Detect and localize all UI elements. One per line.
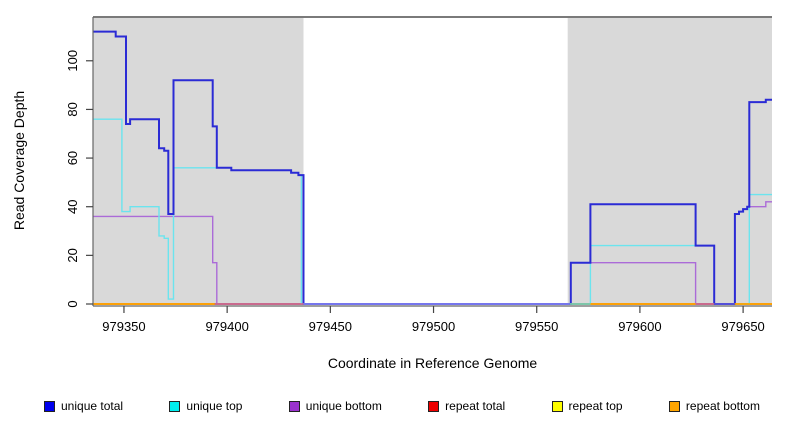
legend-swatch	[428, 400, 440, 412]
legend-label: unique bottom	[305, 399, 382, 413]
x-tick-label: 979550	[515, 319, 558, 334]
y-tick-label: 0	[65, 300, 80, 307]
legend-swatch	[44, 400, 55, 412]
legend: unique total unique top unique bottom repea…	[44, 399, 760, 413]
shaded-region	[93, 17, 304, 305]
legend-swatch	[551, 400, 563, 412]
legend-swatch	[169, 400, 181, 412]
y-tick-label: 20	[65, 248, 80, 262]
legend-label: repeat top	[568, 399, 623, 413]
x-tick-label: 979650	[721, 319, 764, 334]
legend-item-repeat-total: repeat total	[428, 399, 505, 413]
x-tick-label: 979600	[618, 319, 661, 334]
x-tick-label: 979450	[309, 319, 352, 334]
x-tick-label: 979350	[102, 319, 145, 334]
x-axis-title: Coordinate in Reference Genome	[328, 355, 538, 371]
legend-item-unique-bottom: unique bottom	[288, 399, 382, 413]
y-tick-label: 100	[65, 50, 80, 72]
legend-label: unique top	[186, 399, 243, 413]
legend-item-repeat-top: repeat top	[551, 399, 623, 413]
legend-swatch	[668, 400, 680, 412]
shaded-region	[567, 17, 772, 305]
y-tick-label: 60	[65, 151, 80, 165]
y-tick-label: 40	[65, 199, 80, 213]
legend-label: unique total	[61, 399, 124, 413]
y-tick-label: 80	[65, 102, 80, 116]
series-unique-total	[93, 30, 772, 305]
y-axis-title: Read Coverage Depth	[11, 91, 27, 230]
legend-label: repeat bottom	[685, 399, 760, 413]
legend-swatch	[288, 400, 300, 412]
x-tick-label: 979400	[205, 319, 248, 334]
legend-item-unique-total: unique total	[44, 399, 123, 413]
legend-label: repeat total	[445, 399, 506, 413]
legend-item-unique-top: unique top	[169, 399, 242, 413]
x-tick-label: 979500	[412, 319, 455, 334]
legend-item-repeat-bottom: repeat bottom	[668, 399, 760, 413]
